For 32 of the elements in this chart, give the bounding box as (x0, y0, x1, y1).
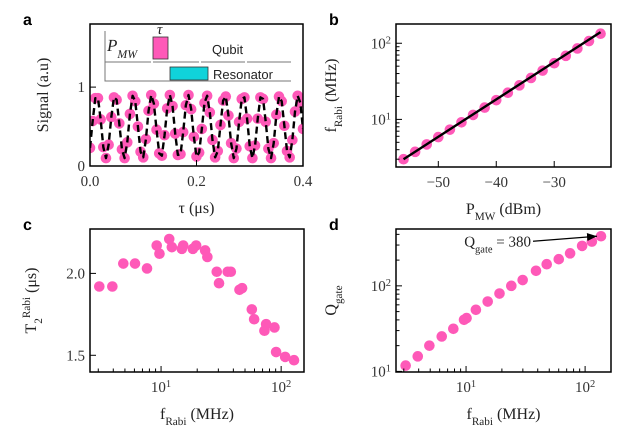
chart-title: d (329, 217, 339, 234)
y-tick-label: 1.5 (66, 348, 85, 364)
x-tick-label: 10$^{1}$ (456, 378, 476, 396)
x-tick-label: 10$^{2}$ (271, 378, 292, 396)
y-tick-label: 10$^{2}$ (370, 34, 391, 52)
x-axis-title: P$_{MW}$ (dBm) (466, 201, 542, 223)
annotation: Q$_{gate}$ = 380 (464, 234, 532, 255)
chart-title: c (23, 217, 32, 234)
annotation: τ (157, 22, 163, 38)
y-tick-label: 1 (78, 80, 85, 96)
x-axis-title: f$_{Rabi}$ (MHz) (160, 406, 234, 428)
annotation: Qubit (212, 42, 244, 57)
y-axis-title: Signal (a.u) (35, 58, 52, 132)
x-axis-title: f$_{Rabi}$ (MHz) (466, 406, 541, 428)
y-tick-label: 10$^{1}$ (370, 110, 391, 128)
y-tick-label: 0 (78, 159, 85, 175)
x-tick-label: −40 (484, 175, 508, 191)
x-tick-label: 0.4 (294, 174, 313, 190)
x-axis-title: τ (μs) (178, 200, 214, 217)
annotation: P$_{MW}$ (106, 36, 138, 61)
y-tick-label: 10$^{2}$ (370, 277, 391, 295)
x-tick-label: −50 (426, 175, 450, 191)
y-tick-label: 10$^{1}$ (370, 362, 391, 380)
chart-title: b (329, 12, 339, 29)
x-tick-label: 0.2 (187, 174, 206, 190)
x-tick-label: 10$^{2}$ (574, 378, 596, 396)
x-tick-label: 0.0 (80, 174, 100, 190)
y-tick-label: 2.0 (66, 266, 85, 282)
annotation: Resonator (213, 67, 274, 82)
x-tick-label: −30 (542, 175, 566, 191)
x-tick-label: 10$^{1}$ (150, 378, 172, 396)
chart-title: a (23, 12, 32, 29)
